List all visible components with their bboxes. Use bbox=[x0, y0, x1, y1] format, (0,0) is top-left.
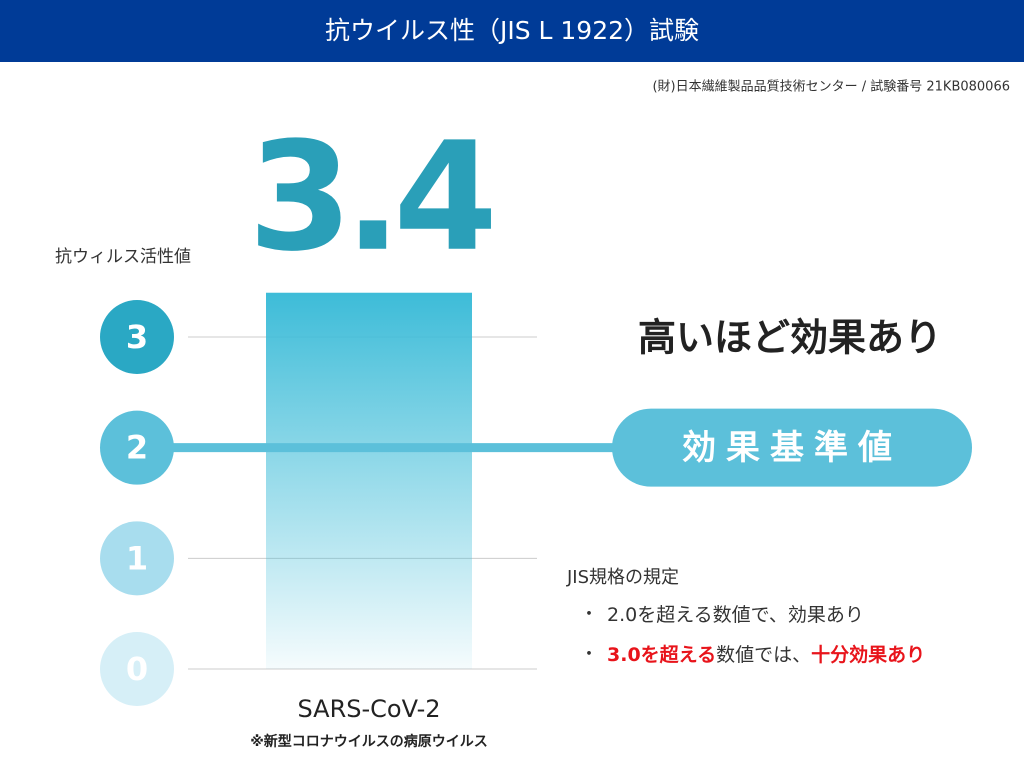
y-tick-label: 3 bbox=[126, 318, 148, 356]
threshold-pill bbox=[612, 408, 972, 487]
y-tick-marker bbox=[100, 521, 174, 596]
note-bullet: ・ bbox=[580, 644, 598, 665]
subtitle: (財)日本繊維製品品質技術センター / 試験番号 21KB080066 bbox=[652, 79, 1010, 95]
note-bullet: ・ bbox=[580, 604, 598, 625]
chart-title: 抗ウイルス性（JIS L 1922）試験 bbox=[325, 16, 699, 45]
y-tick-marker bbox=[100, 300, 174, 374]
notes-heading: JIS規格の規定 bbox=[566, 567, 679, 588]
y-tick-marker bbox=[100, 410, 174, 485]
header-bar bbox=[0, 0, 1024, 62]
value-label: 3.4 bbox=[248, 111, 491, 285]
note-text: 3.0を超える bbox=[607, 643, 716, 666]
annotation: 高いほど効果あり bbox=[638, 316, 942, 360]
y-tick-label: 1 bbox=[126, 539, 148, 577]
y-tick-marker bbox=[100, 632, 174, 706]
y-tick-label: 0 bbox=[126, 650, 148, 688]
category-note: ※新型コロナウイルスの病原ウイルス bbox=[250, 733, 488, 750]
x-tick-label: SARS-CoV-2 bbox=[297, 695, 440, 723]
threshold-label: 効果基準値 bbox=[682, 428, 902, 468]
y-axis-label: 抗ウィルス活性値 bbox=[55, 247, 191, 267]
bar bbox=[266, 292, 472, 669]
note-text: 2.0を超える数値で、効果あり bbox=[607, 604, 864, 626]
note-text: 十分効果あり bbox=[811, 643, 925, 666]
note-text: 数値では、 bbox=[716, 644, 811, 666]
note-item: 2.0を超える数値で、効果あり bbox=[607, 604, 864, 626]
note-item: 3.0を超える数値では、十分効果あり bbox=[607, 643, 925, 666]
y-tick-label: 2 bbox=[126, 429, 148, 467]
